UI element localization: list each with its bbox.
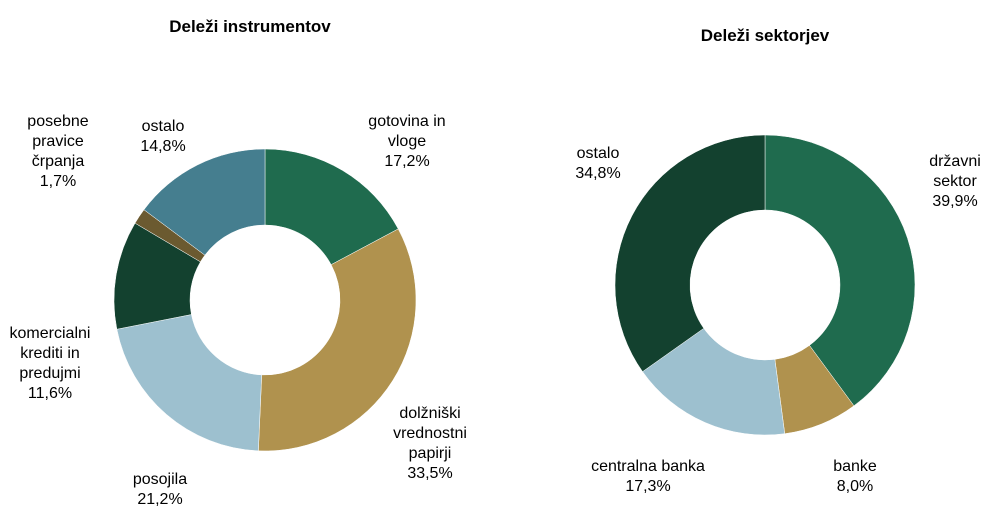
slice-label: ostalo <box>577 145 620 162</box>
label-line: državni <box>929 153 981 170</box>
label-line: dolžniški <box>399 405 460 422</box>
label-line: črpanja <box>32 153 85 170</box>
value-label: 34,8% <box>575 165 620 182</box>
label-line: ostalo <box>577 145 620 162</box>
donut-slice <box>143 148 266 256</box>
label-line: ostalo <box>142 118 185 135</box>
label-line: pravice <box>32 133 84 150</box>
value-label: 33,5% <box>407 465 452 482</box>
donut-slice <box>258 228 417 452</box>
label-line: posojila <box>133 471 187 488</box>
slice-label: ostalo <box>142 118 185 135</box>
chart-title: Deleži instrumentov <box>169 17 331 36</box>
slice-label: posojila <box>133 471 187 488</box>
value-label: 8,0% <box>837 478 873 495</box>
value-label: 11,6% <box>28 385 72 402</box>
label-line: vloge <box>388 133 426 150</box>
donut-slice <box>116 314 262 452</box>
chart-title: Deleži sektorjev <box>701 26 830 45</box>
slice-label: državni sektor <box>929 153 981 190</box>
label-line: sektor <box>933 173 977 190</box>
label-line: komercialni <box>10 325 91 342</box>
value-label: 39,9% <box>932 193 977 210</box>
value-label: 17,3% <box>625 478 670 495</box>
label-line: krediti in <box>20 345 80 362</box>
label-line: papirji <box>409 445 452 462</box>
slice-label: centralna banka <box>591 458 705 475</box>
label-line: centralna banka <box>591 458 705 475</box>
value-label: 14,8% <box>140 138 185 155</box>
donut-slice <box>764 134 916 407</box>
label-line: predujmi <box>19 365 80 382</box>
value-label: 21,2% <box>137 491 182 508</box>
label-line: banke <box>833 458 877 475</box>
slice-label: dolžniški vrednostni papirji <box>393 405 467 462</box>
label-line: vrednostni <box>393 425 467 442</box>
value-label: 1,7% <box>40 173 76 190</box>
donut-slice <box>614 134 766 372</box>
slice-label: komercialni krediti in predujmi <box>10 325 91 382</box>
slice-label: gotovina in vloge <box>368 113 445 150</box>
slice-label: banke <box>833 458 877 475</box>
value-label: 17,2% <box>384 153 429 170</box>
slice-label: posebne pravice črpanja <box>27 113 88 170</box>
label-line: posebne <box>27 113 88 130</box>
label-line: gotovina in <box>368 113 445 130</box>
